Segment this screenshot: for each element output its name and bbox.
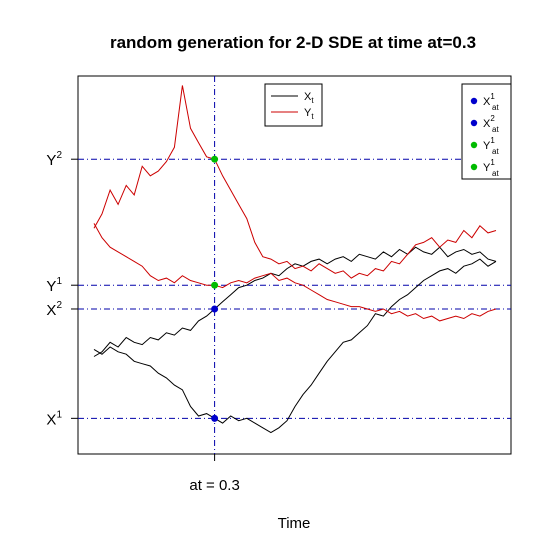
legend-sup: 2	[490, 114, 495, 123]
legend-points-box	[461, 83, 512, 180]
point-y1-at	[211, 281, 219, 289]
series-lines	[93, 85, 497, 434]
y-tick-base: X	[46, 411, 56, 428]
y-tick-label-x2: X2	[46, 300, 62, 319]
guide-lines	[78, 76, 511, 454]
y-tick-sup: 1	[56, 409, 62, 420]
series-line-x2	[93, 246, 497, 357]
legend-sub: t	[311, 112, 314, 121]
legend-base: X	[304, 91, 312, 103]
legend-base: Y	[304, 107, 312, 119]
legend-sub: at	[492, 169, 499, 178]
legend-lines-box	[264, 83, 323, 127]
point-y2-at	[211, 155, 219, 163]
legend-point-swatch-0	[470, 97, 478, 105]
y-tick-label-y2: Y2	[46, 150, 62, 169]
series-line-x1	[93, 258, 497, 434]
legend-sub: at	[492, 103, 499, 112]
legend-line-label-y: Yt	[304, 107, 314, 121]
legend-sub: at	[492, 147, 499, 156]
legend-sup: 1	[490, 92, 495, 101]
legend-sub: at	[492, 125, 499, 134]
y-tick-base: Y	[46, 278, 56, 295]
point-x2-at	[211, 305, 219, 313]
legend-sub: t	[311, 96, 314, 105]
legend-point-swatch-3	[470, 163, 478, 171]
y-tick-label-x1: X1	[46, 409, 62, 428]
series-line-y2	[93, 85, 497, 279]
legend-point-label-2: Y1 at	[483, 136, 499, 156]
x-axis-label: Time	[278, 515, 311, 532]
legend-line-label-x: Xt	[304, 91, 314, 105]
legend-sup: 1	[490, 136, 495, 145]
legend-point-swatch-1	[470, 119, 478, 127]
y-tick-base: Y	[46, 152, 56, 169]
y-tick-sup: 2	[56, 150, 62, 161]
legend-base: Y	[483, 162, 491, 174]
x-tick-label: at = 0.3	[189, 477, 239, 494]
y-tick-base: X	[46, 302, 56, 319]
legend-point-swatch-2	[470, 141, 478, 149]
point-x1-at	[211, 414, 219, 422]
marked-points	[211, 155, 219, 422]
legend-base: X	[483, 118, 491, 130]
series-line-y1	[93, 223, 497, 322]
x-axis-tick: at = 0.3	[189, 454, 240, 494]
plot-frame	[77, 75, 512, 455]
legend-point-label-0: X1 at	[483, 92, 499, 112]
legend-sup: 1	[490, 158, 495, 167]
legend-base: Y	[483, 140, 491, 152]
legend-base: X	[483, 96, 491, 108]
legend-point-label-3: Y1 at	[483, 158, 499, 178]
y-tick-sup: 2	[56, 300, 62, 311]
y-tick-sup: 1	[56, 276, 62, 287]
y-tick-label-y1: Y1	[46, 276, 62, 295]
legend-point-label-1: X2 at	[483, 114, 499, 134]
chart-title: random generation for 2-D SDE at time at…	[110, 33, 476, 52]
